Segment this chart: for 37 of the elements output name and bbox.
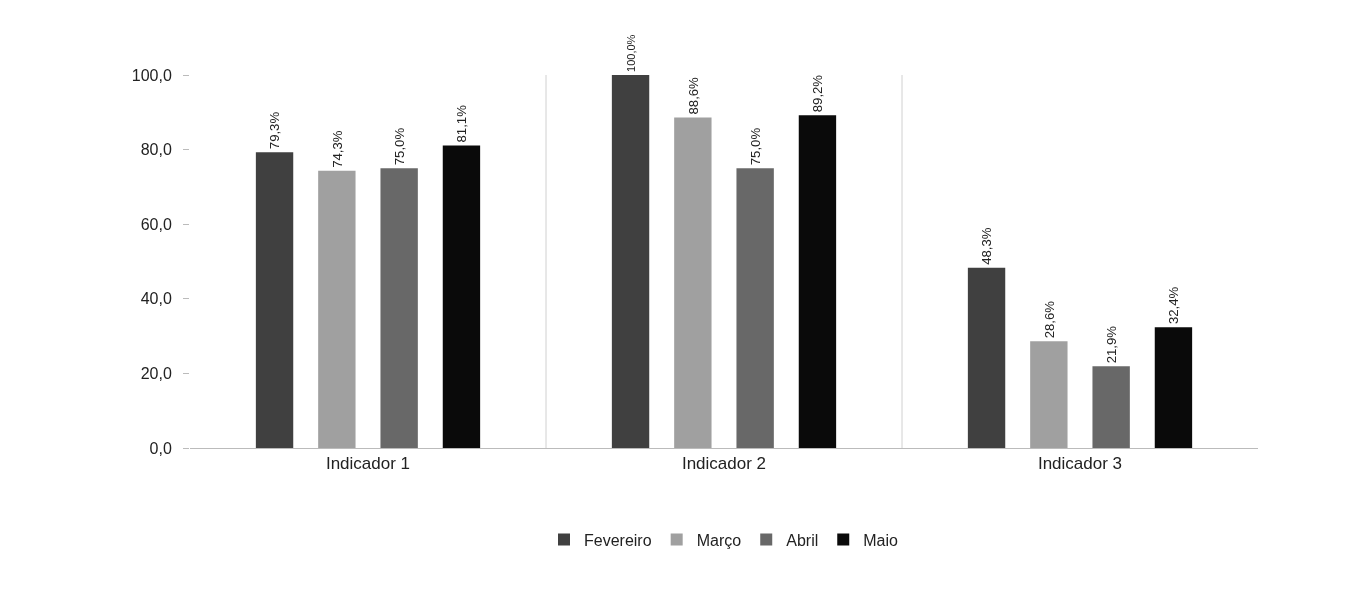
y-tick-label: 60,0	[140, 215, 172, 233]
data-label: 32,4%	[1166, 286, 1182, 325]
data-label: 79,3%	[267, 111, 283, 150]
bar	[967, 267, 1006, 448]
y-tick-label: 80,0	[140, 141, 172, 159]
data-label: 21,9%	[1103, 325, 1119, 364]
data-label: 81,1%	[454, 104, 470, 143]
y-tick-label: 100,0	[131, 66, 172, 84]
data-label: 89,2%	[810, 74, 826, 113]
legend-label: Março	[696, 531, 742, 549]
data-label: 100,0%	[624, 34, 637, 72]
x-tick-label: Indicador 1	[325, 454, 411, 474]
bar	[611, 75, 650, 448]
bar	[442, 145, 481, 448]
data-label: 75,0%	[747, 127, 763, 166]
bar	[798, 115, 837, 448]
bar	[736, 168, 774, 448]
y-tick-label: 20,0	[140, 365, 172, 382]
legend-label: Maio	[863, 531, 899, 549]
y-tick-label: 40,0	[140, 290, 172, 308]
data-label: 28,6%	[1041, 300, 1057, 339]
x-tick-label: Indicador 3	[1037, 454, 1123, 474]
data-label: 88,6%	[685, 76, 701, 115]
x-tick-label: Indicador 2	[681, 454, 767, 474]
legend-label: Abril	[786, 531, 819, 549]
data-label: 74,3%	[329, 130, 345, 168]
bar	[1030, 341, 1068, 448]
bar	[318, 170, 356, 448]
bar	[1154, 327, 1193, 448]
data-label: 48,3%	[979, 227, 995, 265]
y-tick-label: 0,0	[149, 439, 172, 457]
data-label: 75,0%	[391, 127, 407, 166]
legend-label: Fevereiro	[584, 531, 652, 549]
bar	[255, 152, 294, 448]
bar	[1092, 366, 1130, 448]
bar	[380, 168, 418, 448]
bar	[674, 117, 712, 448]
